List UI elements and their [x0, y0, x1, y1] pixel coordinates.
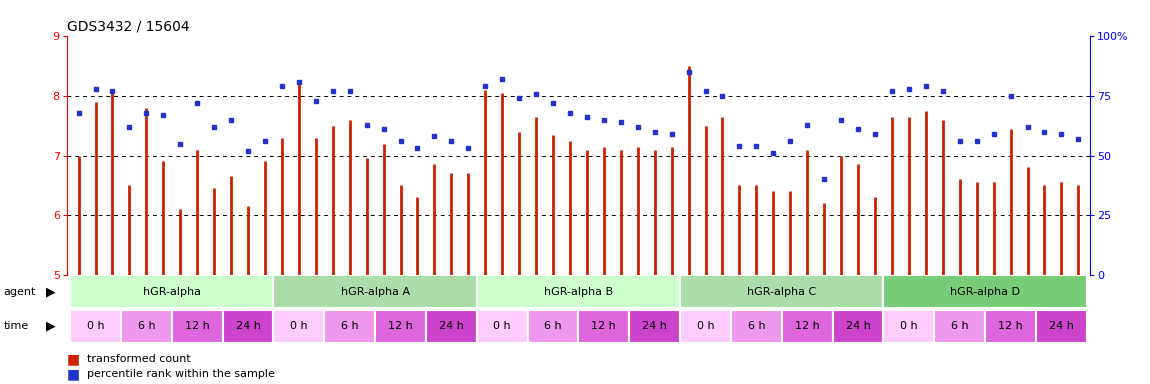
- Bar: [121, 310, 171, 343]
- Text: 12 h: 12 h: [998, 321, 1024, 331]
- Bar: [477, 275, 680, 308]
- Text: 0 h: 0 h: [290, 321, 308, 331]
- Bar: [375, 310, 426, 343]
- Text: GDS3432 / 15604: GDS3432 / 15604: [67, 20, 190, 34]
- Bar: [70, 310, 121, 343]
- Text: 6 h: 6 h: [340, 321, 359, 331]
- Bar: [70, 275, 274, 308]
- Text: hGR-alpha B: hGR-alpha B: [544, 287, 613, 297]
- Bar: [171, 310, 223, 343]
- Text: 12 h: 12 h: [591, 321, 616, 331]
- Bar: [833, 310, 883, 343]
- Text: 12 h: 12 h: [389, 321, 413, 331]
- Text: ■: ■: [67, 352, 79, 366]
- Bar: [578, 310, 629, 343]
- Text: agent: agent: [3, 287, 36, 297]
- Text: hGR-alpha C: hGR-alpha C: [748, 287, 816, 297]
- Bar: [731, 310, 782, 343]
- Text: 0 h: 0 h: [697, 321, 714, 331]
- Text: 24 h: 24 h: [1049, 321, 1074, 331]
- Bar: [274, 310, 324, 343]
- Text: 0 h: 0 h: [86, 321, 105, 331]
- Text: time: time: [3, 321, 29, 331]
- Text: ▶: ▶: [46, 320, 55, 333]
- Bar: [934, 310, 986, 343]
- Text: hGR-alpha: hGR-alpha: [143, 287, 201, 297]
- Bar: [528, 310, 578, 343]
- Bar: [986, 310, 1036, 343]
- Text: 12 h: 12 h: [185, 321, 209, 331]
- Text: transformed count: transformed count: [87, 354, 191, 364]
- Bar: [883, 275, 1087, 308]
- Text: ▶: ▶: [46, 285, 55, 298]
- Text: 0 h: 0 h: [493, 321, 511, 331]
- Bar: [1036, 310, 1087, 343]
- Bar: [477, 310, 528, 343]
- Bar: [223, 310, 274, 343]
- Text: 12 h: 12 h: [795, 321, 820, 331]
- Bar: [883, 310, 934, 343]
- Bar: [324, 310, 375, 343]
- Text: hGR-alpha D: hGR-alpha D: [950, 287, 1020, 297]
- Text: 6 h: 6 h: [748, 321, 765, 331]
- Bar: [680, 275, 883, 308]
- Text: 0 h: 0 h: [900, 321, 918, 331]
- Text: 6 h: 6 h: [138, 321, 155, 331]
- Text: 24 h: 24 h: [439, 321, 463, 331]
- Bar: [426, 310, 477, 343]
- Text: 24 h: 24 h: [845, 321, 871, 331]
- Bar: [782, 310, 833, 343]
- Text: percentile rank within the sample: percentile rank within the sample: [87, 369, 275, 379]
- Bar: [680, 310, 731, 343]
- Bar: [629, 310, 680, 343]
- Bar: [274, 275, 477, 308]
- Text: 24 h: 24 h: [236, 321, 260, 331]
- Text: 6 h: 6 h: [951, 321, 968, 331]
- Text: 6 h: 6 h: [544, 321, 562, 331]
- Text: hGR-alpha A: hGR-alpha A: [340, 287, 409, 297]
- Text: ■: ■: [67, 367, 79, 381]
- Text: 24 h: 24 h: [642, 321, 667, 331]
